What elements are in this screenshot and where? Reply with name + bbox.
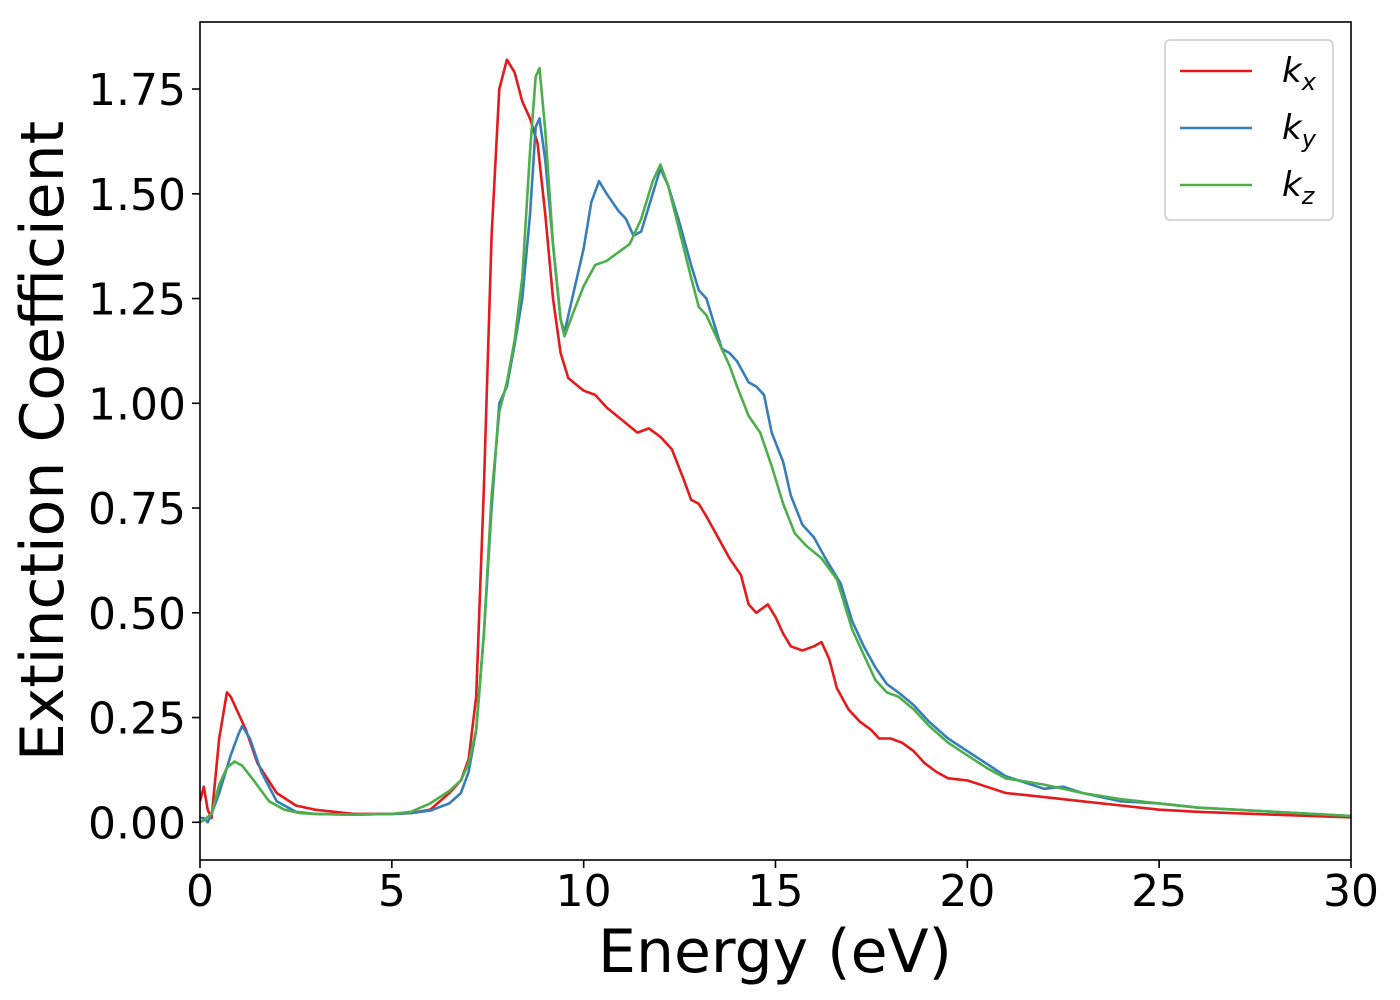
x-tick-label: 15 [748, 866, 804, 917]
y-tick-label: 1.25 [88, 275, 186, 326]
x-tick-label: 20 [939, 866, 995, 917]
y-tick-label: 0.75 [88, 484, 186, 535]
x-tick-label: 10 [556, 866, 612, 917]
y-tick-label: 0.00 [88, 798, 186, 849]
series-line-kz [200, 66, 1351, 824]
y-tick-label: 0.50 [88, 589, 186, 640]
series-layer [200, 58, 1351, 824]
y-tick-label: 1.00 [88, 379, 186, 430]
legend-label-ky: ky [1282, 108, 1317, 153]
y-tick-label: 1.50 [88, 170, 186, 221]
y-tick-label: 1.75 [88, 65, 186, 116]
legend-label-kx: kx [1282, 51, 1317, 96]
x-axis: 0 5 10 15 20 25 30 [186, 860, 1379, 917]
x-tick-label: 25 [1131, 866, 1187, 917]
x-tick-label: 5 [378, 866, 406, 917]
y-tick-label: 0.25 [88, 694, 186, 745]
x-tick-label: 30 [1323, 866, 1379, 917]
y-axis-label: Extinction Coefficient [8, 121, 78, 761]
series-line-ky [200, 117, 1351, 824]
legend: kx ky kz [1164, 39, 1334, 221]
x-axis-label: Energy (eV) [598, 917, 952, 987]
x-tick-label: 0 [186, 866, 214, 917]
legend-box [1164, 39, 1334, 221]
y-axis: 0.00 0.25 0.50 0.75 1.00 1.25 1.50 1.75 [88, 65, 200, 849]
legend-label-kz: kz [1282, 165, 1316, 210]
